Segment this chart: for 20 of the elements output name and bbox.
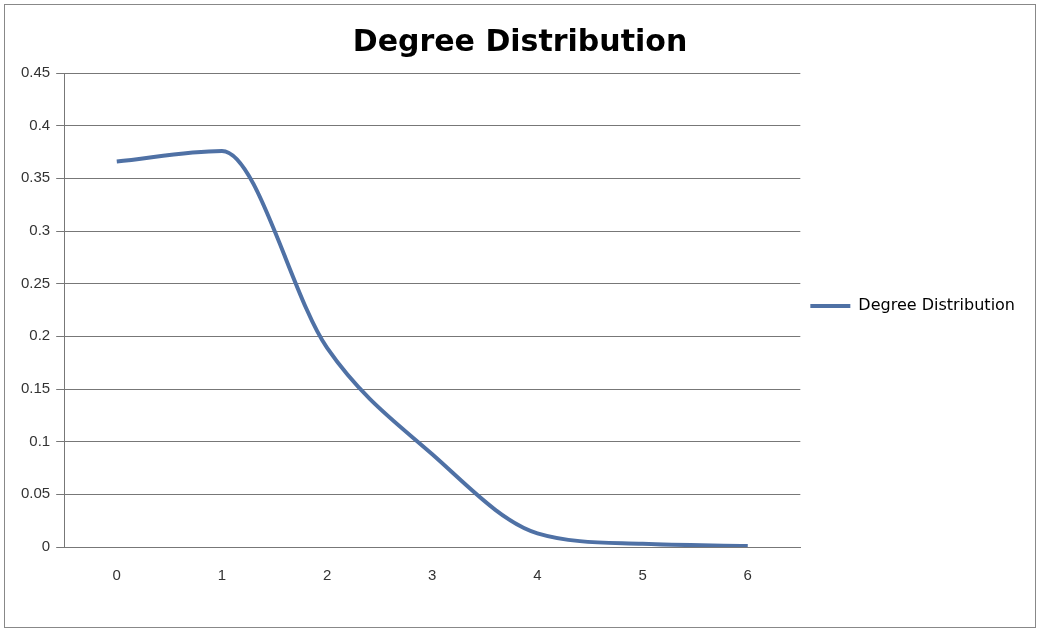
y-tick-label: 0.35 xyxy=(20,168,51,186)
y-tick-label: 0.1 xyxy=(29,431,51,449)
y-tick-label: 0.05 xyxy=(20,484,51,502)
x-tick-label: 0 xyxy=(112,566,121,584)
y-tick-label: 0.15 xyxy=(20,379,51,397)
x-tick-label: 2 xyxy=(322,566,332,584)
y-tick-label: 0.4 xyxy=(29,115,51,133)
y-tick-label: 0.45 xyxy=(20,63,51,81)
legend-label: Degree Distribution xyxy=(858,295,1016,315)
chart-title: Degree Distribution xyxy=(352,22,688,58)
y-tick-label: 0 xyxy=(41,537,51,555)
x-tick-label: 5 xyxy=(638,566,647,584)
line-series xyxy=(114,148,750,547)
y-tick-label: 0.2 xyxy=(29,326,51,344)
x-tick-label: 6 xyxy=(743,566,752,584)
x-tick-label: 1 xyxy=(217,566,227,584)
x-tick-label: 3 xyxy=(428,566,437,584)
y-tick-label: 0.3 xyxy=(29,221,51,239)
x-tick-label: 4 xyxy=(533,566,542,584)
y-tick-label: 0.25 xyxy=(20,273,51,291)
